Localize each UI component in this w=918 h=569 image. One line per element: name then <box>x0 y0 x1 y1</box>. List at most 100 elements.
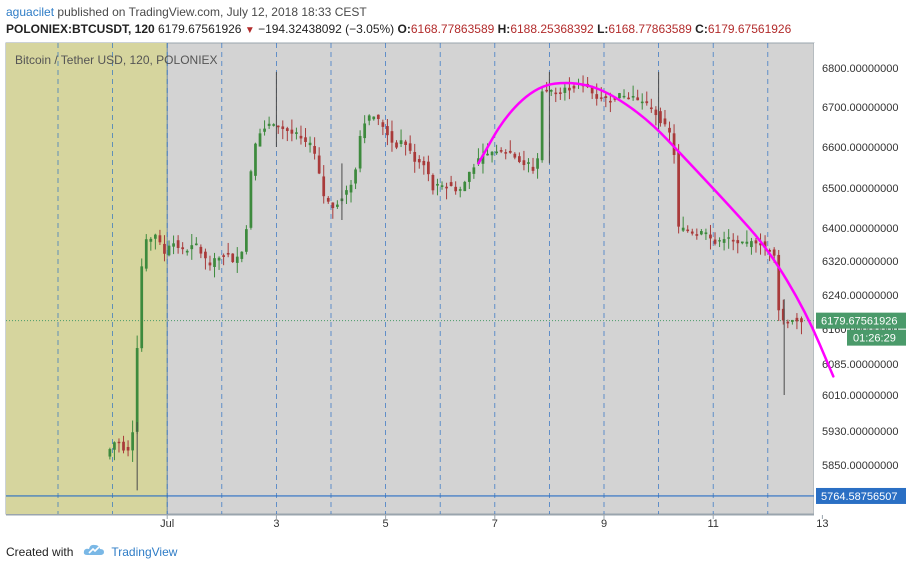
candle-body <box>217 257 221 261</box>
candle-body <box>486 153 489 156</box>
candle-body <box>149 238 153 242</box>
author-link[interactable]: aguacilet <box>6 5 55 19</box>
last-price: 6179.67561926 <box>158 22 242 36</box>
candle-body <box>563 87 567 93</box>
countdown-tag <box>847 329 906 346</box>
candle-body <box>518 156 521 162</box>
candle-body <box>686 229 690 232</box>
candle-body <box>781 308 785 321</box>
candle-body <box>558 92 562 94</box>
candle-body <box>449 182 453 186</box>
candle-body <box>727 237 731 239</box>
candle-body <box>750 241 753 248</box>
candle-body <box>490 151 494 156</box>
candle-body <box>313 146 316 154</box>
candle-body <box>504 152 508 154</box>
candle-body <box>386 126 389 136</box>
candle-body <box>231 253 235 263</box>
candle-body <box>354 169 357 184</box>
publish-info: aguacilet published on TradingView.com, … <box>6 5 367 19</box>
x-tick-label: 13 <box>816 518 828 530</box>
candle-body <box>122 441 125 451</box>
candle-body <box>417 159 421 163</box>
candle-body <box>431 174 435 191</box>
symbol-label: POLONIEX:BTCUSDT, 120 <box>6 22 155 36</box>
chart-title: Bitcoin / Tether USD, 120, POLONIEX <box>15 53 218 67</box>
last-price-tag <box>816 312 906 329</box>
x-tick-label: 11 <box>707 518 718 530</box>
candle-body <box>422 160 426 166</box>
candle-body <box>595 94 599 99</box>
candle-body <box>363 123 367 139</box>
highlight-region <box>6 43 168 514</box>
candle-body <box>700 231 703 235</box>
close-value: 6179.67561926 <box>707 22 792 36</box>
candle-body <box>791 319 794 322</box>
candle-body <box>245 229 248 252</box>
candle-body <box>349 184 353 193</box>
candle-body <box>322 176 326 197</box>
candle-body <box>590 86 594 94</box>
candle-body <box>272 124 276 126</box>
y-tick-label: 6010.00000000 <box>822 390 898 402</box>
candle-body <box>777 254 781 311</box>
candle-body <box>413 151 417 162</box>
candle-body <box>736 240 740 244</box>
y-tick-label: 5850.00000000 <box>822 460 898 472</box>
candle-body <box>226 252 230 255</box>
candle-body <box>331 202 335 209</box>
candle-body <box>194 243 198 246</box>
tradingview-cloud-icon <box>83 543 105 560</box>
candle-body <box>786 321 790 324</box>
candle-body <box>317 155 321 174</box>
candle-body <box>131 432 134 451</box>
candle-body <box>549 89 553 92</box>
candle-body <box>345 190 348 195</box>
candle-body <box>163 243 166 254</box>
candle-body <box>759 243 762 246</box>
candle-body <box>281 126 285 130</box>
candle-body <box>800 318 803 323</box>
candle-body <box>181 247 185 250</box>
candle-body <box>372 116 376 120</box>
candle-body <box>436 183 439 186</box>
candle-body <box>722 239 726 243</box>
candle-body <box>376 114 380 120</box>
candle-body <box>395 142 398 148</box>
candle-body <box>258 133 262 147</box>
candle-body <box>467 171 471 182</box>
candle-body <box>663 118 667 125</box>
x-tick-label: 5 <box>383 518 389 530</box>
y-tick-label: 6240.00000000 <box>822 290 898 302</box>
candle-body <box>445 186 448 189</box>
candle-body <box>622 95 626 98</box>
candle-body <box>267 123 271 126</box>
tradingview-link[interactable]: TradingView <box>111 544 178 559</box>
candle-body <box>154 234 157 239</box>
candle-body <box>158 235 162 243</box>
candle-body <box>222 255 225 257</box>
candle-body <box>185 250 189 253</box>
candle-body <box>454 186 458 192</box>
y-tick-label: 6400.00000000 <box>822 223 898 235</box>
candle-body <box>126 446 130 451</box>
candle-body <box>326 197 330 202</box>
y-tick-label: 6320.00000000 <box>822 256 898 268</box>
candle-body <box>508 150 512 153</box>
footer: Created with TradingView <box>6 543 177 560</box>
candle-body <box>677 151 680 227</box>
candle-body <box>172 243 175 247</box>
candle-body <box>427 161 430 175</box>
candle-body <box>390 131 394 143</box>
high-value: 6188.25368392 <box>510 22 594 36</box>
candle-body <box>568 87 571 91</box>
candle-body <box>695 234 699 236</box>
candle-body <box>640 101 644 104</box>
x-tick-label: 7 <box>492 518 498 530</box>
candle-body <box>631 95 635 98</box>
candle-body <box>299 135 303 139</box>
y-tick-label: 6600.00000000 <box>822 142 898 154</box>
candle-body <box>481 154 485 164</box>
y-tick-label: 6800.00000000 <box>822 63 898 75</box>
